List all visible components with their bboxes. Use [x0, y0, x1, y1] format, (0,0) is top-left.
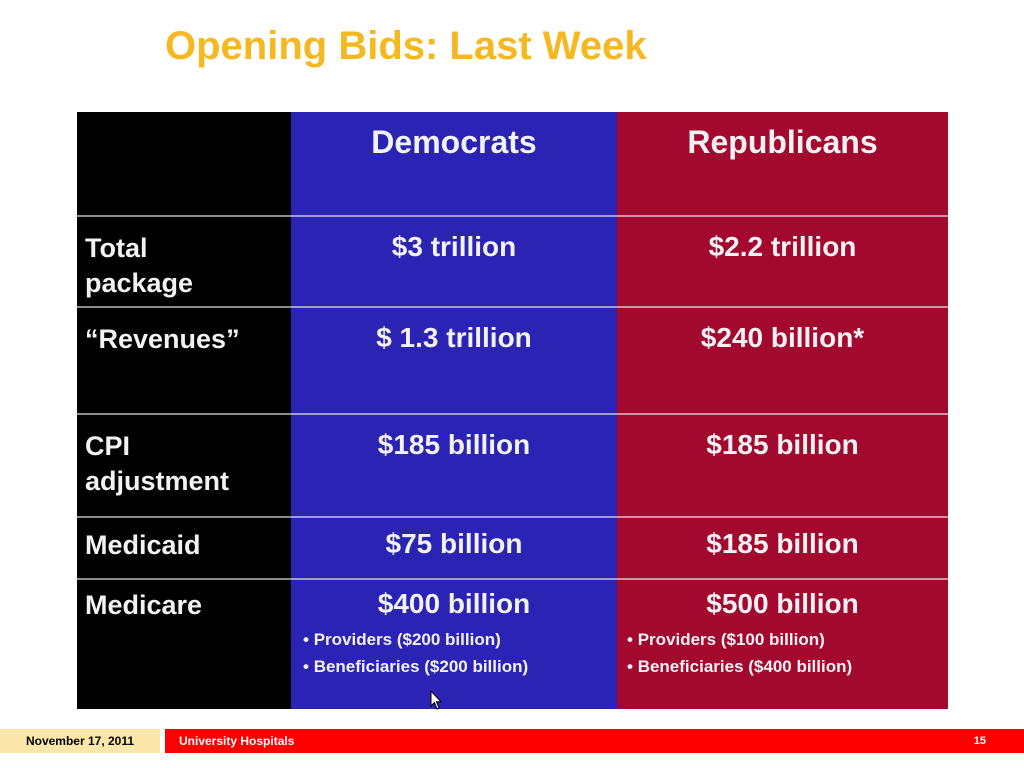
row-label-total-package: Total package [77, 215, 291, 306]
row-label-cpi-adjustment: CPI adjustment [77, 413, 291, 516]
mouse-pointer-icon [430, 690, 442, 710]
row-label-medicare: Medicare [77, 578, 291, 709]
list-item: Providers ($100 billion) [627, 626, 948, 653]
row-label-revenues: “Revenues” [77, 306, 291, 413]
header-blank-cell [77, 112, 291, 215]
rep-total-package: $2.2 trillion [617, 215, 948, 306]
footer-bar: University Hospitals 15 [165, 729, 1024, 753]
rep-medicare-total: $500 billion [706, 588, 859, 619]
rep-medicaid: $185 billion [617, 516, 948, 578]
page-number: 15 [973, 735, 986, 747]
dem-medicare: $400 billion Providers ($200 billion) Be… [291, 578, 617, 709]
dem-cpi-adjustment: $185 billion [291, 413, 617, 516]
dem-total-package: $3 trillion [291, 215, 617, 306]
row-label-medicaid: Medicaid [77, 516, 291, 578]
rep-cpi-adjustment: $185 billion [617, 413, 948, 516]
rep-medicare: $500 billion Providers ($100 billion) Be… [617, 578, 948, 709]
list-item: Providers ($200 billion) [303, 626, 617, 653]
list-item: Beneficiaries ($400 billion) [627, 653, 948, 680]
header-republicans: Republicans [617, 112, 948, 215]
dem-medicaid: $75 billion [291, 516, 617, 578]
dem-revenues: $ 1.3 trillion [291, 306, 617, 413]
header-democrats: Democrats [291, 112, 617, 215]
list-item: Beneficiaries ($200 billion) [303, 653, 617, 680]
rep-medicare-breakdown: Providers ($100 billion) Beneficiaries (… [617, 626, 948, 680]
footer-date: November 17, 2011 [0, 729, 160, 753]
dem-medicare-total: $400 billion [377, 588, 531, 619]
rep-revenues: $240 billion* [617, 306, 948, 413]
dem-medicare-breakdown: Providers ($200 billion) Beneficiaries (… [291, 626, 617, 680]
bids-table: Democrats Republicans Total package $3 t… [77, 112, 948, 709]
footer-organization: University Hospitals [179, 734, 295, 748]
slide-title: Opening Bids: Last Week [165, 24, 647, 68]
